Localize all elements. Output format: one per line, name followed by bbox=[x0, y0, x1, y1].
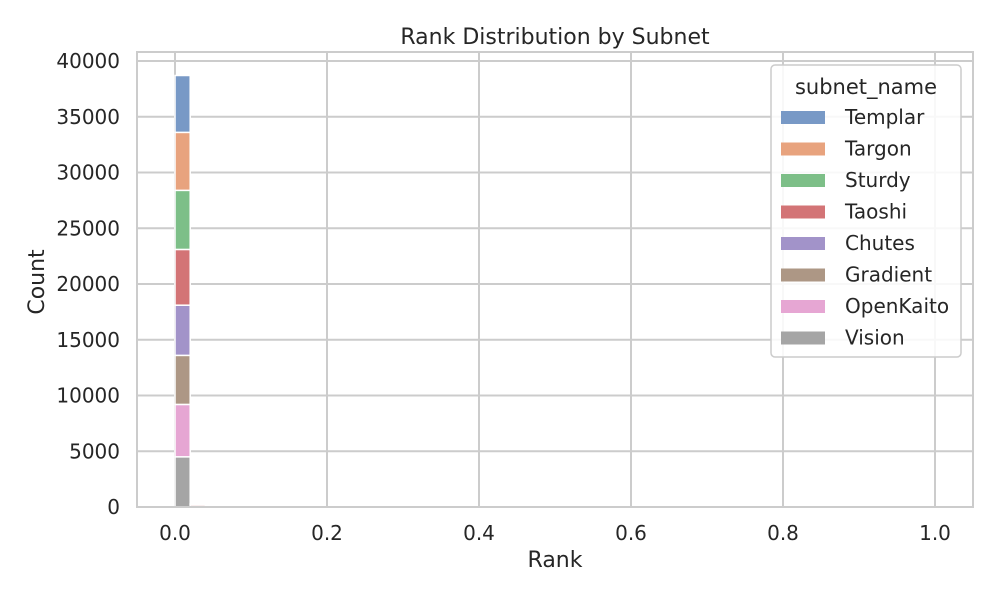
legend-swatch bbox=[781, 300, 825, 313]
bar-segment-templar bbox=[175, 75, 190, 132]
legend-entry-label: Chutes bbox=[845, 231, 915, 255]
y-tick-label: 20000 bbox=[56, 272, 120, 296]
legend-entry-label: Vision bbox=[845, 326, 905, 350]
y-tick-label: 15000 bbox=[56, 328, 120, 352]
bar-segment-vision bbox=[175, 457, 190, 507]
legend-swatch bbox=[781, 237, 825, 250]
legend-title: subnet_name bbox=[795, 75, 937, 100]
x-tick-label: 0.4 bbox=[463, 521, 495, 545]
y-tick-label: 35000 bbox=[56, 105, 120, 129]
legend-swatch bbox=[781, 269, 825, 282]
y-tick-label: 5000 bbox=[69, 439, 120, 463]
legend-swatch bbox=[781, 206, 825, 219]
legend-entry-label: OpenKaito bbox=[845, 294, 949, 318]
legend-entry-label: Taoshi bbox=[844, 200, 907, 224]
y-tick-label: 0 bbox=[107, 495, 120, 519]
bar-segment-chutes bbox=[175, 305, 190, 355]
y-tick-label: 10000 bbox=[56, 384, 120, 408]
x-tick-label: 1.0 bbox=[919, 521, 951, 545]
legend-swatch bbox=[781, 111, 825, 124]
x-tick-label: 0.2 bbox=[311, 521, 343, 545]
bar-segment-openkaito bbox=[175, 404, 190, 456]
legend-swatch bbox=[781, 174, 825, 187]
legend-swatch bbox=[781, 143, 825, 156]
bar-segment-taoshi bbox=[175, 249, 190, 305]
x-tick-label: 0.8 bbox=[767, 521, 799, 545]
y-tick-label: 30000 bbox=[56, 161, 120, 185]
x-axis-label: Rank bbox=[528, 548, 583, 573]
legend: subnet_name Templar Targon Sturdy Taoshi Chut… bbox=[771, 65, 961, 357]
y-tick-label: 40000 bbox=[56, 49, 120, 73]
y-tick-label: 25000 bbox=[56, 216, 120, 240]
legend-entry-label: Sturdy bbox=[845, 168, 911, 192]
legend-entry-label: Gradient bbox=[845, 263, 932, 287]
legend-swatch bbox=[781, 332, 825, 345]
bar-segment-targon bbox=[175, 132, 190, 190]
bar-segment-gradient bbox=[175, 355, 190, 404]
legend-entry-label: Templar bbox=[844, 105, 925, 129]
bar-segment-sturdy bbox=[175, 190, 190, 249]
chart-title: Rank Distribution by Subnet bbox=[400, 25, 710, 50]
x-tick-label: 0.6 bbox=[615, 521, 647, 545]
x-tick-label: 0.0 bbox=[159, 521, 191, 545]
y-axis-label: Count bbox=[25, 249, 50, 315]
legend-entry-label: Targon bbox=[844, 137, 912, 161]
